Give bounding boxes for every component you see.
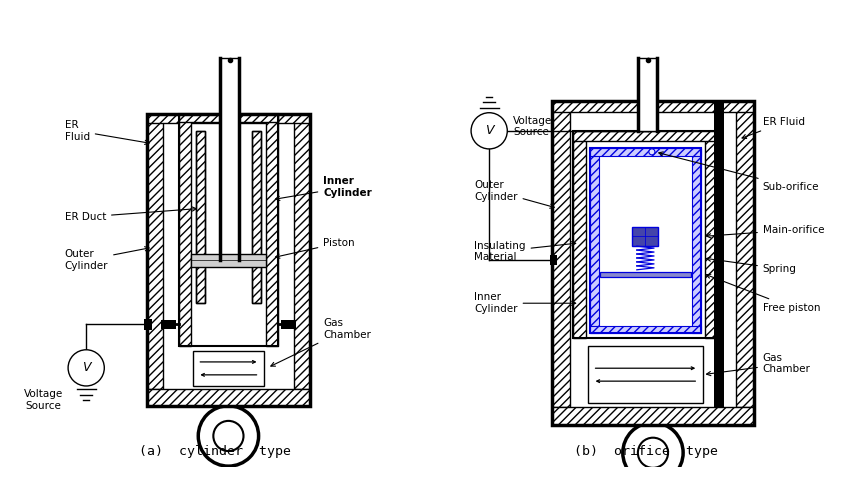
Text: Main-orifice: Main-orifice xyxy=(706,225,823,238)
Text: Outer
Cylinder: Outer Cylinder xyxy=(474,181,554,208)
Bar xyxy=(714,101,723,406)
Bar xyxy=(589,326,701,333)
Bar xyxy=(587,347,702,403)
Bar xyxy=(160,319,176,329)
Circle shape xyxy=(637,438,667,468)
Text: Voltage
Source: Voltage Source xyxy=(23,389,63,411)
Bar xyxy=(251,131,261,303)
Bar xyxy=(589,148,701,155)
Bar xyxy=(146,389,310,406)
Bar xyxy=(549,255,556,265)
Circle shape xyxy=(213,421,243,451)
Bar xyxy=(573,131,716,338)
Bar xyxy=(294,114,310,389)
Text: Insulating
Material: Insulating Material xyxy=(474,241,575,262)
Text: (a)  cylinder  type: (a) cylinder type xyxy=(139,446,291,458)
Text: (b)  orifice  type: (b) orifice type xyxy=(573,446,718,458)
Circle shape xyxy=(648,149,654,155)
Bar xyxy=(573,131,585,338)
Bar xyxy=(551,101,753,112)
Bar xyxy=(589,148,598,333)
Text: ER Duct: ER Duct xyxy=(65,207,196,222)
Bar xyxy=(281,319,296,329)
Bar xyxy=(691,148,701,333)
Text: Free piston: Free piston xyxy=(705,274,820,312)
Text: ER Fluid: ER Fluid xyxy=(741,117,804,138)
Text: Inner
Cylinder: Inner Cylinder xyxy=(276,176,372,201)
Text: Piston: Piston xyxy=(276,238,355,258)
Bar xyxy=(146,114,163,389)
Bar xyxy=(735,101,753,406)
Bar xyxy=(179,114,277,347)
Bar xyxy=(632,227,658,246)
Text: Voltage
Source: Voltage Source xyxy=(512,116,552,137)
Text: Sub-orifice: Sub-orifice xyxy=(658,152,819,192)
Bar xyxy=(551,101,753,425)
Bar xyxy=(146,114,310,406)
Bar xyxy=(193,351,263,386)
Bar xyxy=(179,114,191,347)
Bar xyxy=(195,131,205,303)
Text: Outer
Cylinder: Outer Cylinder xyxy=(65,246,149,271)
Bar xyxy=(220,57,238,260)
Bar xyxy=(551,101,569,406)
Text: Inner
Cylinder: Inner Cylinder xyxy=(474,292,575,314)
Bar xyxy=(179,114,277,122)
Bar xyxy=(265,114,277,347)
Text: Gas
Chamber: Gas Chamber xyxy=(706,353,810,376)
Circle shape xyxy=(622,423,682,483)
Bar xyxy=(704,131,716,338)
Bar xyxy=(599,272,691,277)
Text: ER
Fluid: ER Fluid xyxy=(65,120,149,144)
Bar xyxy=(573,131,716,141)
Text: V: V xyxy=(485,124,492,137)
Text: Spring: Spring xyxy=(706,257,796,274)
Text: Gas
Chamber: Gas Chamber xyxy=(270,318,371,366)
Circle shape xyxy=(198,406,258,466)
Text: V: V xyxy=(82,361,90,374)
Bar xyxy=(191,254,265,267)
Bar xyxy=(589,148,701,333)
Circle shape xyxy=(471,113,506,149)
Bar xyxy=(637,57,656,131)
Circle shape xyxy=(68,350,104,386)
Bar xyxy=(146,114,310,123)
Bar xyxy=(551,406,753,425)
Bar xyxy=(251,131,261,303)
Bar xyxy=(195,131,205,303)
Bar xyxy=(145,319,152,330)
